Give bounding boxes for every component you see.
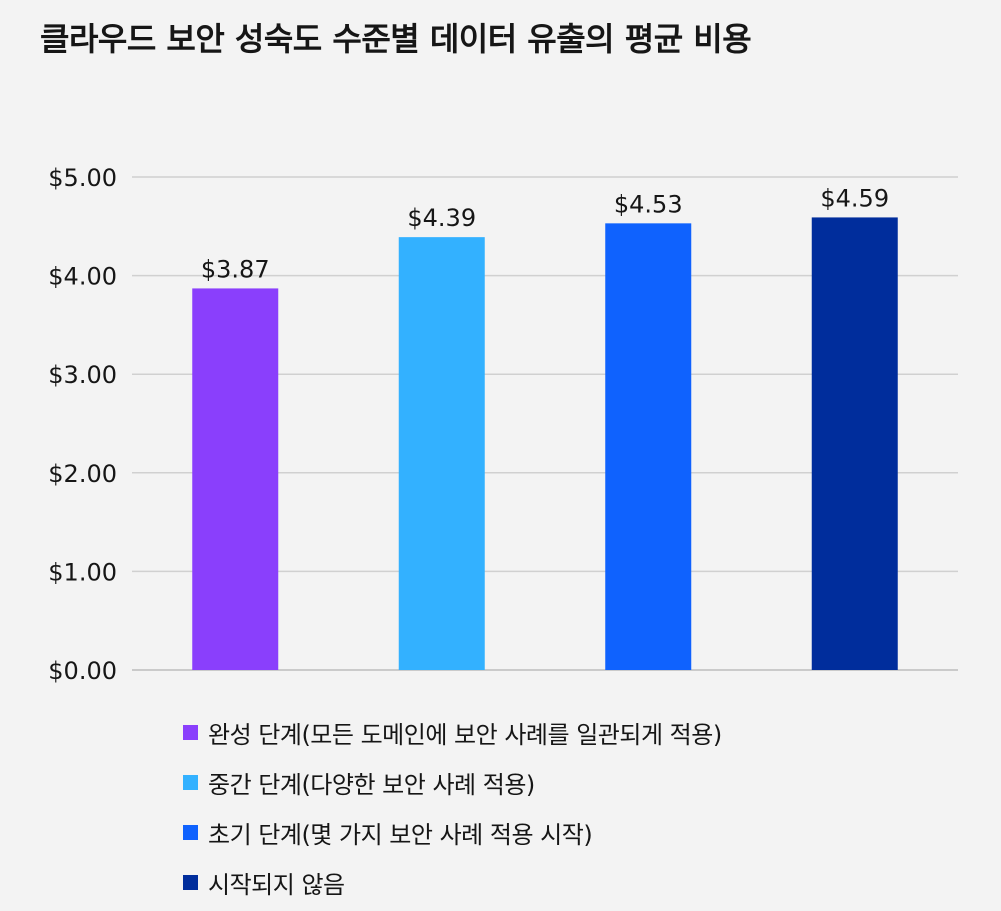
legend: 완성 단계(모든 도메인에 보안 사례를 일관되게 적용) 중간 단계(다양한 … [183, 707, 722, 907]
legend-item-midstage: 중간 단계(다양한 보안 사례 적용) [183, 757, 722, 807]
legend-swatch-not-started [183, 874, 198, 890]
legend-label-not-started: 시작되지 않음 [208, 870, 345, 899]
bar [192, 288, 279, 670]
bar-value-label: $4.53 [614, 190, 683, 218]
legend-item-not-started: 시작되지 않음 [183, 857, 722, 907]
bar-value-label: $4.59 [820, 184, 889, 212]
y-tick-label: $5.00 [48, 164, 117, 192]
legend-swatch-mature [183, 724, 198, 740]
bar-value-label: $4.39 [407, 204, 476, 232]
legend-swatch-midstage [183, 774, 198, 790]
legend-swatch-early [183, 824, 198, 840]
y-tick-label: $3.00 [48, 361, 117, 389]
data-labels: $3.87 $4.39 $4.53 $4.59 [201, 184, 889, 283]
legend-label-mature: 완성 단계(모든 도메인에 보안 사례를 일관되게 적용) [208, 720, 722, 749]
y-tick-label: $2.00 [48, 460, 117, 488]
y-tick-label: $4.00 [48, 263, 117, 291]
y-tick-label: $0.00 [48, 657, 117, 685]
legend-item-early: 초기 단계(몇 가지 보안 사례 적용 시작) [183, 807, 722, 857]
bar-chart: $0.00 $1.00 $2.00 $3.00 $4.00 $5.00 $3.87 $4.3… [48, 164, 958, 685]
bar [811, 217, 898, 670]
chart-title: 클라우드 보안 성숙도 수준별 데이터 유출의 평균 비용 [40, 20, 752, 58]
bar [605, 223, 692, 671]
legend-label-early: 초기 단계(몇 가지 보안 사례 적용 시작) [208, 820, 593, 849]
bar [398, 237, 485, 670]
y-axis-ticks: $0.00 $1.00 $2.00 $3.00 $4.00 $5.00 [48, 164, 117, 685]
y-tick-label: $1.00 [48, 558, 117, 586]
bars [192, 217, 898, 671]
bar-value-label: $3.87 [201, 255, 270, 283]
legend-item-mature: 완성 단계(모든 도메인에 보안 사례를 일관되게 적용) [183, 707, 722, 757]
legend-label-midstage: 중간 단계(다양한 보안 사례 적용) [208, 770, 535, 799]
